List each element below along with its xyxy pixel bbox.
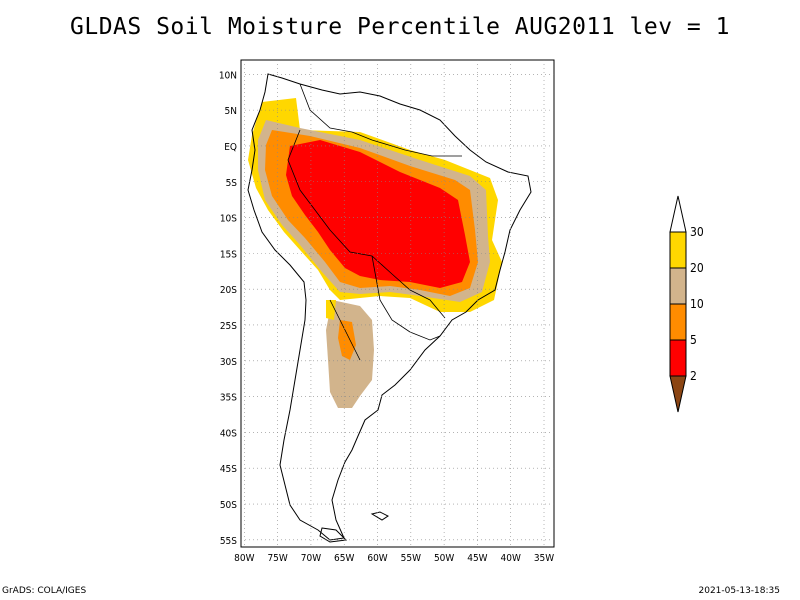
south-yellow-shading [326, 300, 336, 320]
data-shading [248, 98, 502, 408]
lon-tick-label: 60W [367, 553, 387, 564]
colorbar-bottom-triangle [669, 375, 687, 413]
colorbar-label: 2 [690, 369, 697, 383]
south-orange-shading [338, 320, 356, 360]
footer-timestamp: 2021-05-13-18:35 [698, 586, 781, 596]
lat-tick-label: 45S [220, 464, 237, 475]
lon-tick-label: 75W [267, 553, 287, 564]
tierra-del-fuego [319, 527, 348, 543]
south-america-outline [247, 73, 532, 541]
footer-credit: GrADS: COLA/IGES [2, 586, 87, 596]
national-borders [287, 83, 462, 361]
graticule [241, 60, 554, 547]
colorbar-label: 20 [690, 261, 704, 275]
lat-tick-label: 30S [220, 357, 237, 368]
colorbar-segment [669, 231, 687, 269]
falkland-islands [370, 511, 389, 521]
lon-tick-label: 80W [234, 553, 254, 564]
lon-tick-label: 50W [434, 553, 454, 564]
lat-tick-label: 50S [220, 500, 237, 511]
lon-tick-label: 40W [501, 553, 521, 564]
lat-tick-label: 40S [220, 428, 237, 439]
lat-tick-label: 20S [220, 285, 237, 296]
colorbar-segment [669, 339, 687, 377]
colorbar-segment [669, 303, 687, 341]
colorbar: 2 5 10 20 30 [669, 195, 704, 413]
colorbar-label: 5 [690, 333, 697, 347]
lat-tick-label: EQ [224, 142, 237, 153]
colorbar-top-triangle [669, 195, 687, 233]
map-title: GLDAS Soil Moisture Percentile AUG2011 l… [70, 14, 730, 40]
lat-tick-label: 10N [219, 70, 237, 81]
map-frame [240, 59, 555, 548]
lat-tick-label: 15S [220, 249, 237, 260]
colorbar-label: 10 [690, 297, 704, 311]
lon-tick-label: 35W [534, 553, 554, 564]
colorbar-label: 30 [690, 225, 704, 239]
lat-tick-label: 5S [226, 178, 238, 189]
lon-tick-label: 45W [467, 553, 487, 564]
colorbar-segment [669, 267, 687, 305]
lon-tick-label: 65W [334, 553, 354, 564]
lat-tick-label: 5N [225, 106, 237, 117]
lon-tick-labels: 80W 75W 70W 65W 60W 55W 50W 45W 40W 35W [234, 553, 554, 564]
lat-tick-label: 25S [220, 321, 237, 332]
lat-tick-labels: 10N 5N EQ 5S 10S 15S 20S 25S 30S 35S 40S 45S 50S 55S [219, 70, 237, 547]
lat-tick-label: 35S [220, 393, 237, 404]
lon-tick-label: 70W [301, 553, 321, 564]
lat-tick-label: 55S [220, 536, 237, 547]
lon-tick-label: 55W [401, 553, 421, 564]
red-shading [286, 140, 470, 288]
lat-tick-label: 10S [220, 214, 237, 225]
